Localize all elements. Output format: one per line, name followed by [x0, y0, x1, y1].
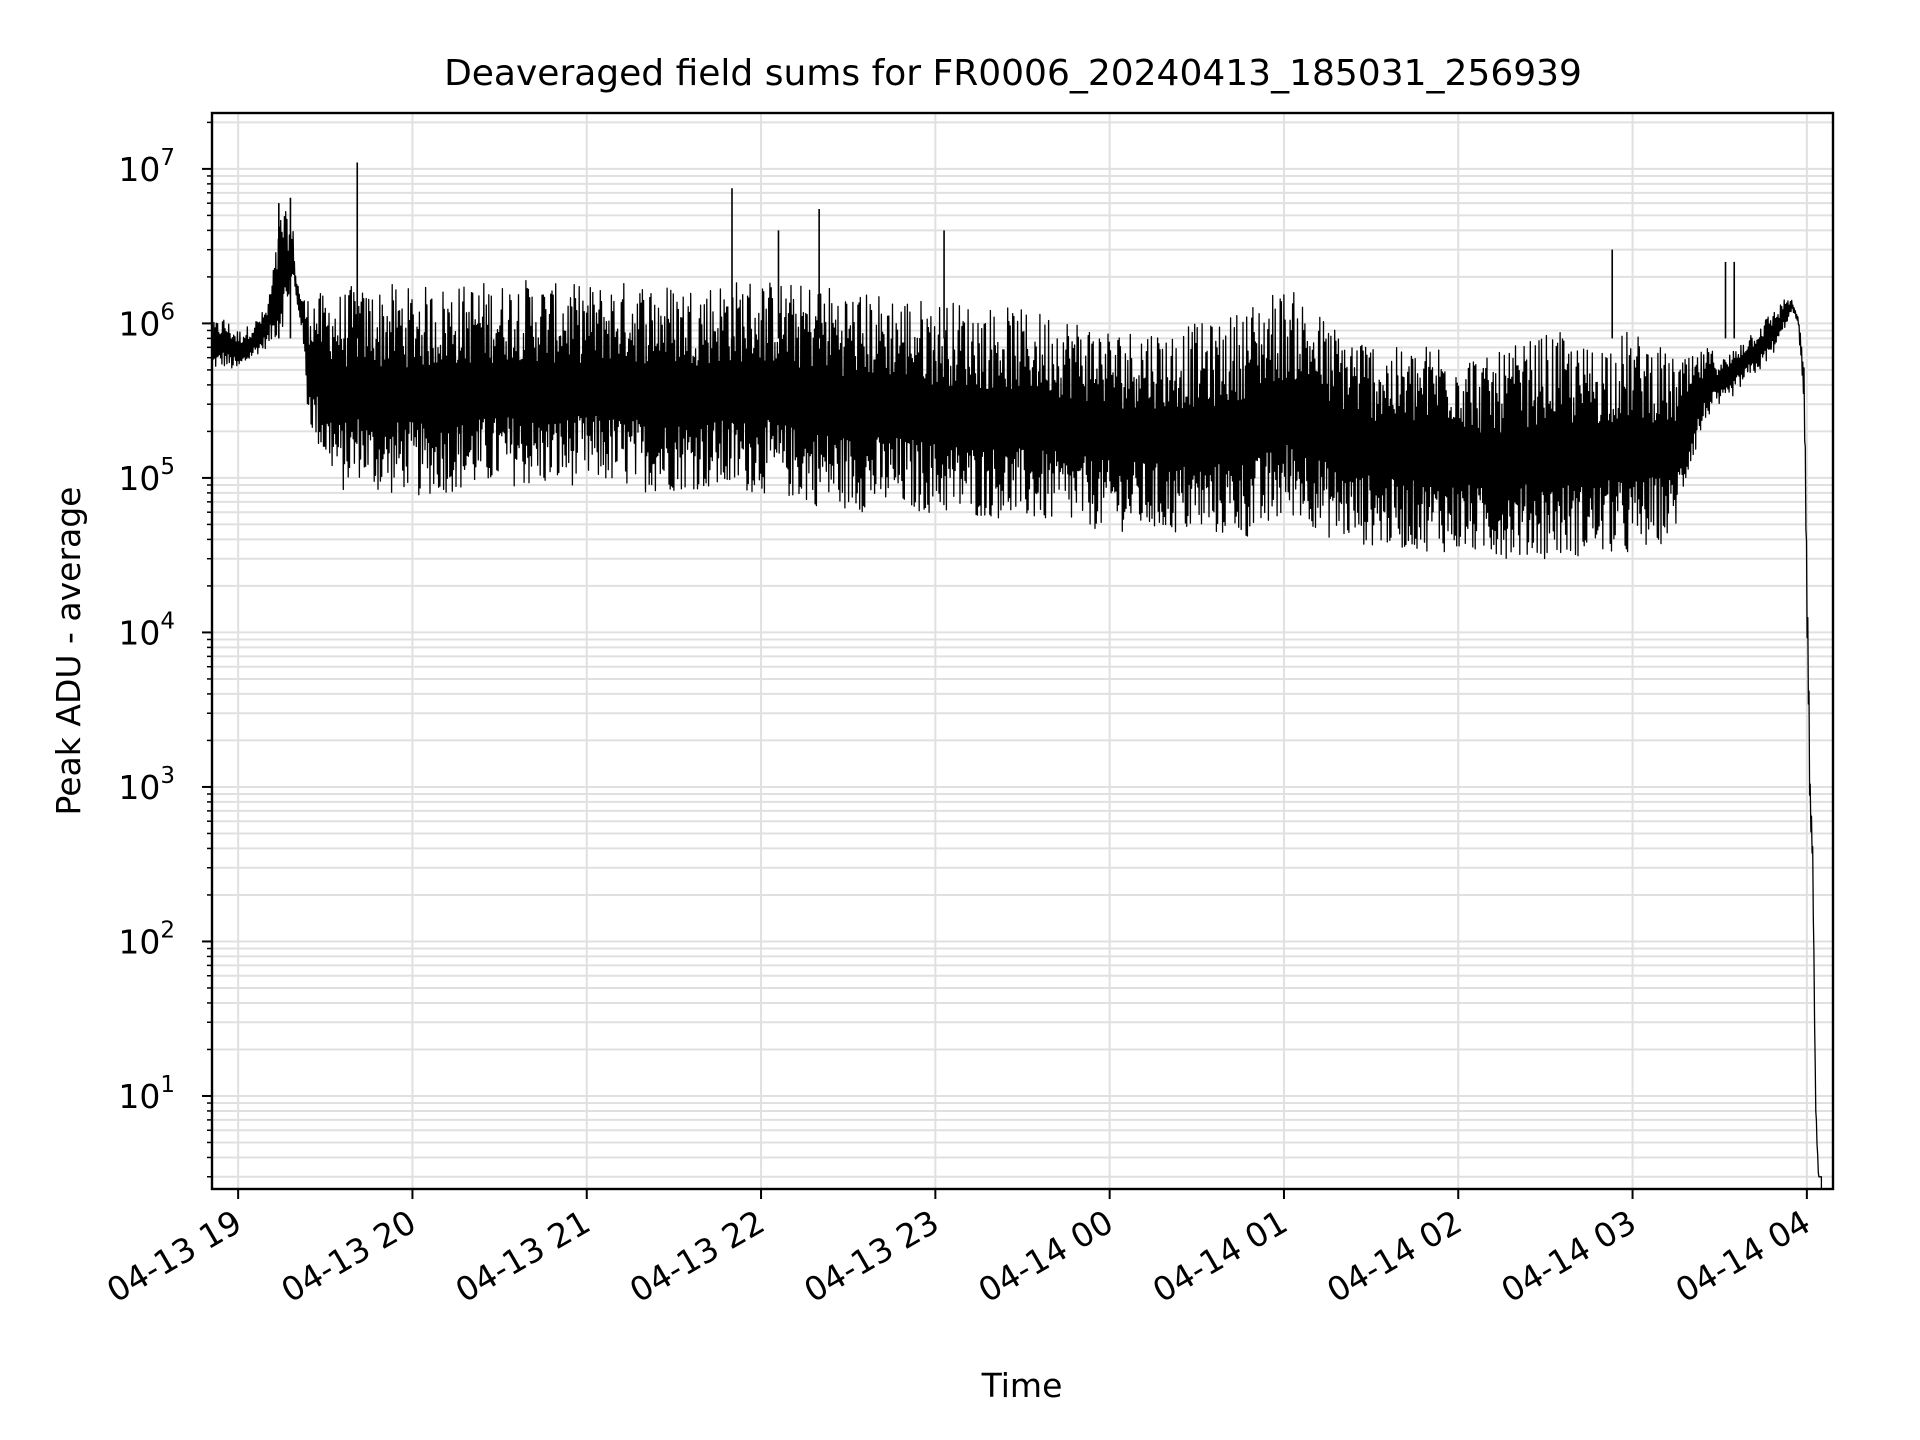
x-tick-label: 04-13 23 — [797, 1202, 945, 1310]
grid-lines — [212, 113, 1833, 1189]
x-tick-label: 04-13 21 — [449, 1202, 597, 1310]
x-tick-label: 04-13 20 — [274, 1202, 422, 1310]
y-tick-label: 104 — [118, 608, 175, 652]
y-axis-label: Peak ADU - average — [49, 487, 88, 816]
y-tick-label: 102 — [118, 917, 175, 961]
y-tick-label: 101 — [118, 1072, 175, 1116]
chart-title: Deaveraged field sums for FR0006_2024041… — [444, 53, 1582, 94]
data-series — [211, 162, 1823, 1189]
y-tick-label: 105 — [118, 454, 175, 498]
y-tick-label: 106 — [118, 299, 175, 343]
series-line — [211, 210, 1823, 1189]
x-tick-label: 04-14 01 — [1146, 1202, 1294, 1310]
plot-frame — [210, 111, 1835, 1191]
x-tick-label: 04-14 03 — [1495, 1202, 1643, 1310]
x-tick-label: 04-14 04 — [1669, 1202, 1817, 1310]
x-tick-label: 04-14 02 — [1320, 1202, 1468, 1310]
y-tick-label: 103 — [118, 763, 175, 807]
x-axis-label: Time — [981, 1366, 1063, 1405]
x-tick-label: 04-14 00 — [972, 1202, 1120, 1310]
y-axis: 101 102 103 104 105 106 107 — [118, 121, 212, 1178]
y-tick-label: 107 — [118, 145, 175, 189]
x-tick-label: 04-13 19 — [100, 1202, 248, 1310]
x-tick-label: 04-13 22 — [623, 1202, 771, 1310]
x-axis: 04-13 19 04-13 20 04-13 21 04-13 22 04-13 23… — [100, 1189, 1817, 1310]
